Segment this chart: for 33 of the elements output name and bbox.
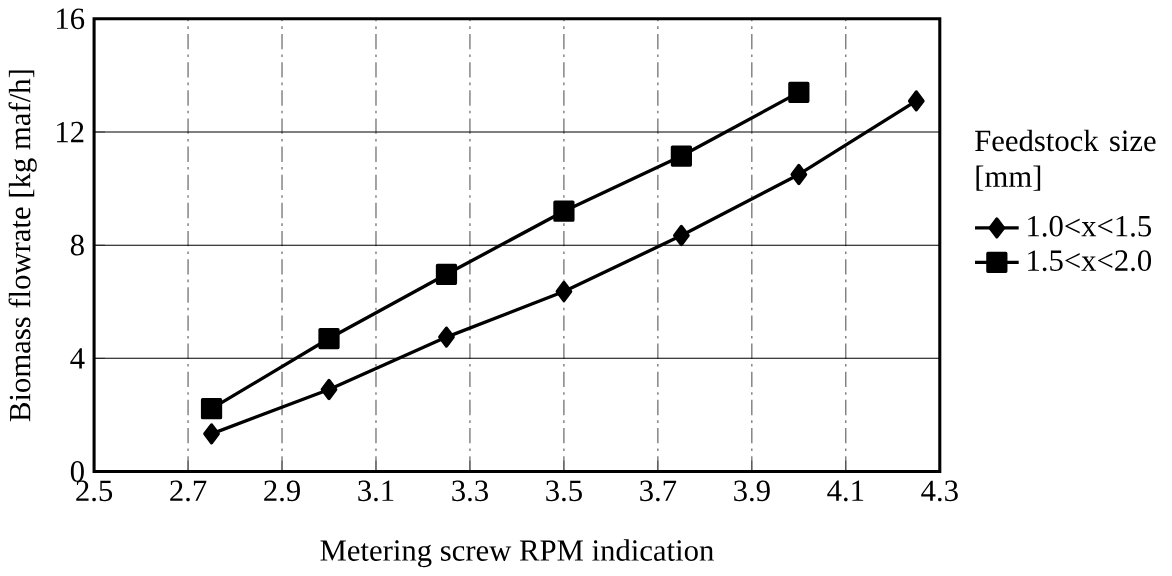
point [318,328,340,350]
x-tick-label: 2.7 [170,480,207,502]
y-tick-label: 4 [70,348,85,369]
x-tick-label: 3.5 [546,480,582,502]
legend-label: 1.5<x<2.0 [1028,250,1152,272]
x-axis-title: Metering screw RPM indication [320,539,714,568]
x-tick-label: 3.9 [734,480,770,502]
x-tick-label: 3.3 [452,480,488,502]
x-tick-label: 4.3 [921,480,958,502]
x-tick-label: 2.5 [76,480,113,502]
legend-label: 1.0<x<1.5 [1028,215,1152,237]
y-tick-label: 8 [70,234,84,256]
point [907,90,925,112]
x-tick-label: 2.9 [264,480,300,502]
y-tick-label: 12 [57,121,84,143]
y-axis-title: Biomass flowrate [kg maf/h] [8,70,37,422]
point [790,163,808,186]
point [200,398,223,420]
point [553,200,575,222]
y-tick-label: 16 [57,8,85,30]
point [788,81,810,104]
legend-title: Feedstock size [mm] [975,129,1156,191]
point [438,326,455,348]
point [320,378,338,401]
point [435,263,458,286]
point [555,281,573,303]
point [203,423,220,445]
x-tick-label: 3.1 [358,480,394,502]
y-tick-label: 0 [70,461,84,482]
x-tick-label: 3.7 [640,480,677,502]
point [670,145,693,167]
point [673,225,690,247]
x-tick-label: 4.1 [827,480,864,502]
